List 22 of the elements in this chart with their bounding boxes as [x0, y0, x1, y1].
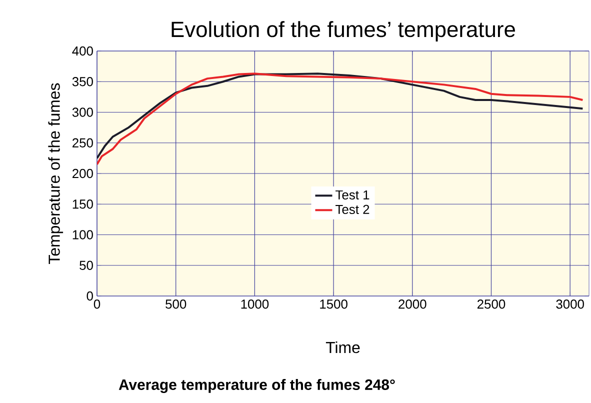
text: Average temperature of the fumes 248°	[118, 379, 395, 394]
chart-title: Evolution of the fumes’ temperature	[172, 21, 515, 42]
x-tick-label: 2000	[398, 300, 426, 309]
legend-label: Test 2	[336, 204, 370, 214]
y-axis-title: Temperature of the fumes	[48, 83, 64, 264]
legend-label: Test 1	[336, 190, 370, 200]
x-axis-title: Time	[326, 341, 360, 354]
y-tick-label: 200	[72, 168, 93, 178]
y-tick-label: 100	[72, 230, 93, 240]
x-tick-label: 500	[166, 300, 186, 309]
y-tick-label: 0	[86, 291, 93, 301]
x-tick-label: 3000	[556, 300, 584, 309]
y-tick-label: 50	[80, 260, 93, 270]
x-tick-label: 2500	[477, 300, 506, 309]
y-tick-label: 250	[72, 138, 93, 148]
x-tick-label: 0	[94, 300, 100, 309]
x-tick-label: 1500	[320, 300, 348, 309]
y-tick-label: 150	[72, 200, 93, 209]
y-tick-label: 400	[72, 46, 93, 56]
x-tick-label: 1000	[241, 300, 269, 309]
y-tick-label: 300	[72, 108, 93, 117]
y-tick-label: 350	[72, 77, 93, 86]
